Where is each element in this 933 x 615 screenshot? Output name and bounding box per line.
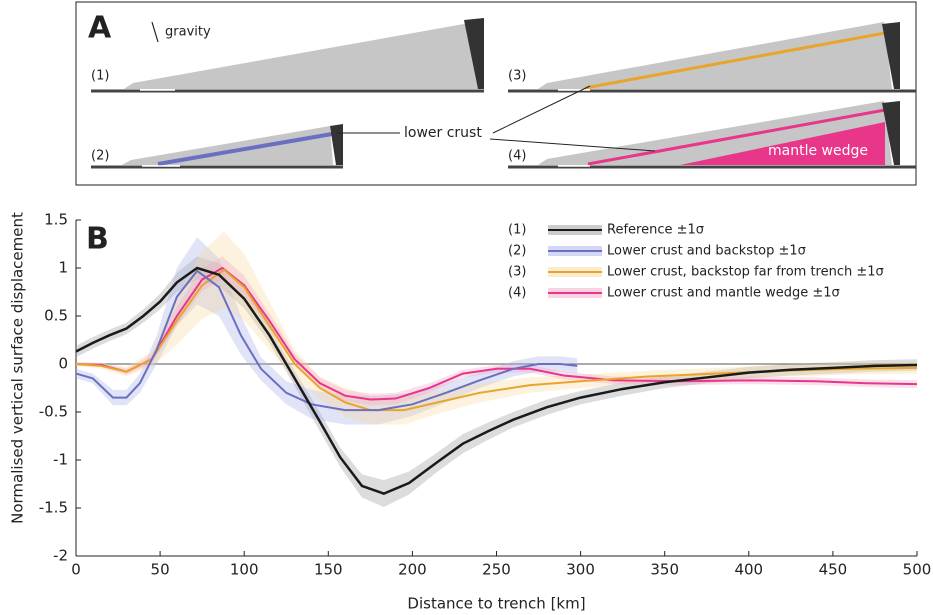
- error-band: [76, 237, 578, 425]
- x-tick-label: 200: [398, 561, 427, 579]
- x-axis-label: Distance to trench [km]: [407, 595, 585, 613]
- legend-label: Reference ±1σ: [607, 223, 704, 238]
- legend-label: Lower crust, backstop far from trench ±1…: [607, 265, 884, 280]
- x-tick-label: 450: [819, 561, 848, 579]
- legend-case: (4): [508, 286, 526, 301]
- panel-label: A: [88, 11, 112, 46]
- y-tick-label: -2: [53, 547, 68, 565]
- case-label: (4): [508, 149, 526, 164]
- x-tick-label: 100: [230, 561, 259, 579]
- diagram-3: [508, 22, 916, 93]
- legend-label: Lower crust and mantle wedge ±1σ: [607, 286, 840, 301]
- x-tick-label: 500: [903, 561, 932, 579]
- x-tick-label: 400: [734, 561, 763, 579]
- diagram-2: [91, 124, 343, 169]
- diagram-1: [91, 18, 484, 93]
- series-line: [75, 266, 918, 495]
- legend-case: (3): [508, 265, 526, 280]
- legend-case: (2): [508, 244, 526, 259]
- chart: 1.510.50-0.5-1-1.5-20 50 100 150 200 250 300 35…: [9, 211, 932, 613]
- x-tick-label: 50: [151, 561, 170, 579]
- lower-crust-label: lower crust: [404, 125, 482, 141]
- legend-case: (1): [508, 223, 526, 238]
- case-label: (2): [91, 149, 109, 164]
- y-tick-label: 0.5: [44, 307, 68, 325]
- x-tick-label: 300: [566, 561, 595, 579]
- y-tick-label: 1.5: [44, 211, 68, 229]
- y-tick-label: -0.5: [39, 403, 68, 421]
- y-tick-label: -1: [53, 451, 68, 469]
- x-tick-label: 150: [314, 561, 343, 579]
- y-tick-label: 1: [58, 259, 68, 277]
- case-label: (1): [91, 69, 109, 84]
- panel-label: B: [86, 222, 109, 257]
- x-tick-label: 250: [482, 561, 511, 579]
- case-label: (3): [508, 69, 526, 84]
- y-axis-label: Normalised vertical surface displacement: [9, 212, 27, 524]
- leader-lines: [337, 85, 656, 152]
- legend-label: Lower crust and backstop ±1σ: [607, 244, 806, 259]
- error-band: [76, 231, 917, 425]
- y-tick-label: -1.5: [39, 499, 68, 517]
- x-tick-label: 350: [650, 561, 679, 579]
- panel-a-frame: [75, 1, 917, 186]
- x-tick-label: 0: [71, 561, 81, 579]
- series-line: [75, 268, 918, 412]
- y-tick-label: 0: [58, 355, 68, 373]
- mantle-wedge-label: mantle wedge: [768, 143, 868, 159]
- series-line: [75, 269, 578, 412]
- gravity-label: gravity: [165, 25, 211, 40]
- gravity-arrow: [151, 21, 159, 43]
